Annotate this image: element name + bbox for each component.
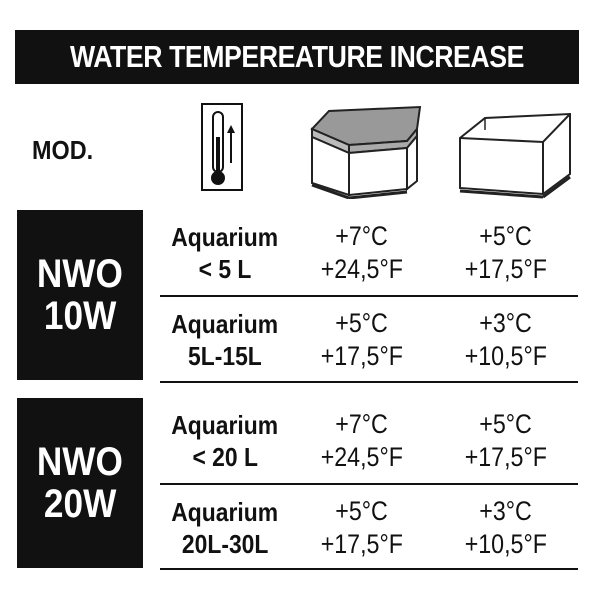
celsius-value: +7°C xyxy=(335,220,389,251)
aquarium-size-label: Aquarium < 5 L xyxy=(160,210,290,295)
aquarium-label: Aquarium xyxy=(171,496,279,527)
open-aquarium-icon xyxy=(459,112,571,199)
celsius-value: +5°C xyxy=(479,408,533,439)
aquarium-size-label: Aquarium < 20 L xyxy=(160,398,290,483)
aquarium-volume: < 5 L xyxy=(198,253,252,284)
covered-aquarium-icon xyxy=(310,105,422,199)
model-badge-nwo-20w: NWO 20W xyxy=(17,398,143,568)
celsius-value: +3°C xyxy=(479,495,533,526)
open-tank-value: +3°C +10,5°F xyxy=(436,297,576,382)
model-power-line: 10W xyxy=(43,294,117,338)
row-divider xyxy=(160,295,578,297)
covered-tank-value: +7°C +24,5°F xyxy=(292,398,432,483)
celsius-value: +7°C xyxy=(335,408,389,439)
fahrenheit-value: +24,5°F xyxy=(320,253,404,284)
fahrenheit-value: +17,5°F xyxy=(320,340,404,371)
row-divider xyxy=(160,568,578,570)
model-name-line: NWO xyxy=(36,440,124,484)
aquarium-label: Aquarium xyxy=(171,409,279,440)
table-row: Aquarium 5L-15L +5°C +17,5°F +3°C +10,5°… xyxy=(160,297,578,382)
row-divider xyxy=(160,381,578,383)
page-title: WATER TEMPEREATURE INCREASE xyxy=(69,39,524,74)
model-name-line: NWO xyxy=(36,252,124,296)
covered-tank-value: +5°C +17,5°F xyxy=(292,297,432,382)
covered-tank-value: +7°C +24,5°F xyxy=(292,210,432,295)
fahrenheit-value: +24,5°F xyxy=(320,441,404,472)
aquarium-label: Aquarium xyxy=(171,308,279,339)
covered-tank-value: +5°C +17,5°F xyxy=(292,485,432,570)
title-banner: WATER TEMPEREATURE INCREASE xyxy=(15,30,579,84)
celsius-value: +5°C xyxy=(479,220,533,251)
table-row: Aquarium < 20 L +7°C +24,5°F +5°C +17,5°… xyxy=(160,398,578,483)
row-divider xyxy=(160,483,578,485)
open-tank-value: +5°C +17,5°F xyxy=(436,210,576,295)
open-tank-value: +5°C +17,5°F xyxy=(436,398,576,483)
aquarium-volume: 20L-30L xyxy=(181,528,269,559)
fahrenheit-value: +17,5°F xyxy=(464,441,548,472)
thermometer-icon xyxy=(201,103,243,191)
fahrenheit-value: +10,5°F xyxy=(464,340,548,371)
celsius-value: +5°C xyxy=(335,307,389,338)
fahrenheit-value: +17,5°F xyxy=(320,528,404,559)
table-row: Aquarium 20L-30L +5°C +17,5°F +3°C +10,5… xyxy=(160,485,578,570)
aquarium-volume: 5L-15L xyxy=(188,340,262,371)
open-tank-value: +3°C +10,5°F xyxy=(436,485,576,570)
celsius-value: +5°C xyxy=(335,495,389,526)
model-power-line: 20W xyxy=(43,482,117,526)
aquarium-size-label: Aquarium 5L-15L xyxy=(160,297,290,382)
mod-label: MOD. xyxy=(32,135,94,165)
aquarium-volume: < 20 L xyxy=(192,441,258,472)
fahrenheit-value: +10,5°F xyxy=(464,528,548,559)
model-badge-nwo-10w: NWO 10W xyxy=(17,210,143,380)
fahrenheit-value: +17,5°F xyxy=(464,253,548,284)
aquarium-size-label: Aquarium 20L-30L xyxy=(160,485,290,570)
table-row: Aquarium < 5 L +7°C +24,5°F +5°C +17,5°F xyxy=(160,210,578,295)
aquarium-label: Aquarium xyxy=(171,221,279,252)
celsius-value: +3°C xyxy=(479,307,533,338)
